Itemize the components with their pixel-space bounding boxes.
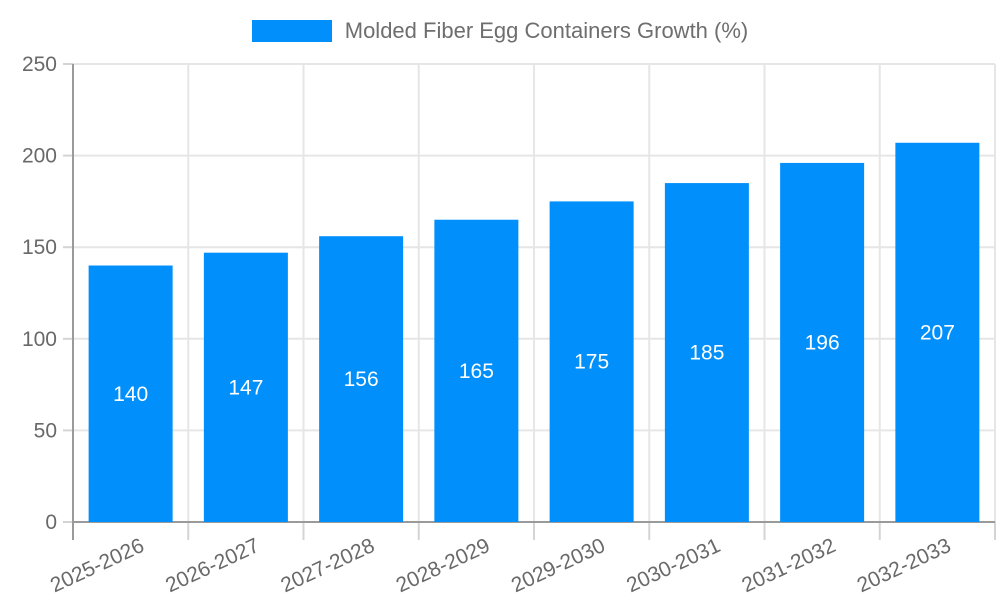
x-axis-tick-label: 2025-2026 (47, 534, 148, 597)
bar-value-label: 165 (459, 360, 494, 383)
x-axis-tick-label: 2028-2029 (393, 534, 494, 597)
y-axis-tick-label: 250 (22, 53, 57, 76)
x-axis-tick-label: 2027-2028 (277, 534, 378, 597)
bar[interactable] (203, 252, 288, 523)
x-axis-tick-label: 2026-2027 (162, 534, 263, 597)
bar[interactable] (549, 201, 634, 522)
bar-value-label: 185 (689, 342, 724, 365)
x-axis-tick-label: 2032-2033 (854, 534, 955, 597)
y-axis-tick-label: 150 (22, 236, 57, 259)
bar[interactable] (895, 142, 980, 522)
bar[interactable] (664, 183, 749, 522)
legend-swatch-icon (251, 20, 332, 42)
bar-value-label: 196 (805, 331, 840, 354)
bar-value-label: 156 (344, 368, 379, 391)
x-axis-tick-label: 2031-2032 (738, 534, 839, 597)
y-axis-tick-label: 100 (22, 328, 57, 351)
y-axis-tick-label: 0 (45, 511, 57, 534)
x-axis-tick-label: 2029-2030 (508, 534, 609, 597)
bar[interactable] (780, 162, 865, 523)
y-axis-tick-label: 200 (22, 145, 57, 168)
bar[interactable] (319, 236, 404, 522)
bar[interactable] (88, 265, 173, 522)
bar-value-label: 207 (920, 321, 955, 344)
bar-value-label: 140 (113, 383, 148, 406)
legend[interactable]: Molded Fiber Egg Containers Growth (%) (0, 16, 1000, 46)
bar[interactable] (434, 219, 519, 522)
bar-value-label: 147 (228, 376, 263, 399)
bar-value-label: 175 (574, 351, 609, 374)
legend-label: Molded Fiber Egg Containers Growth (%) (344, 18, 749, 43)
y-axis-tick-label: 50 (34, 419, 57, 442)
x-axis-tick-label: 2030-2031 (623, 534, 724, 597)
